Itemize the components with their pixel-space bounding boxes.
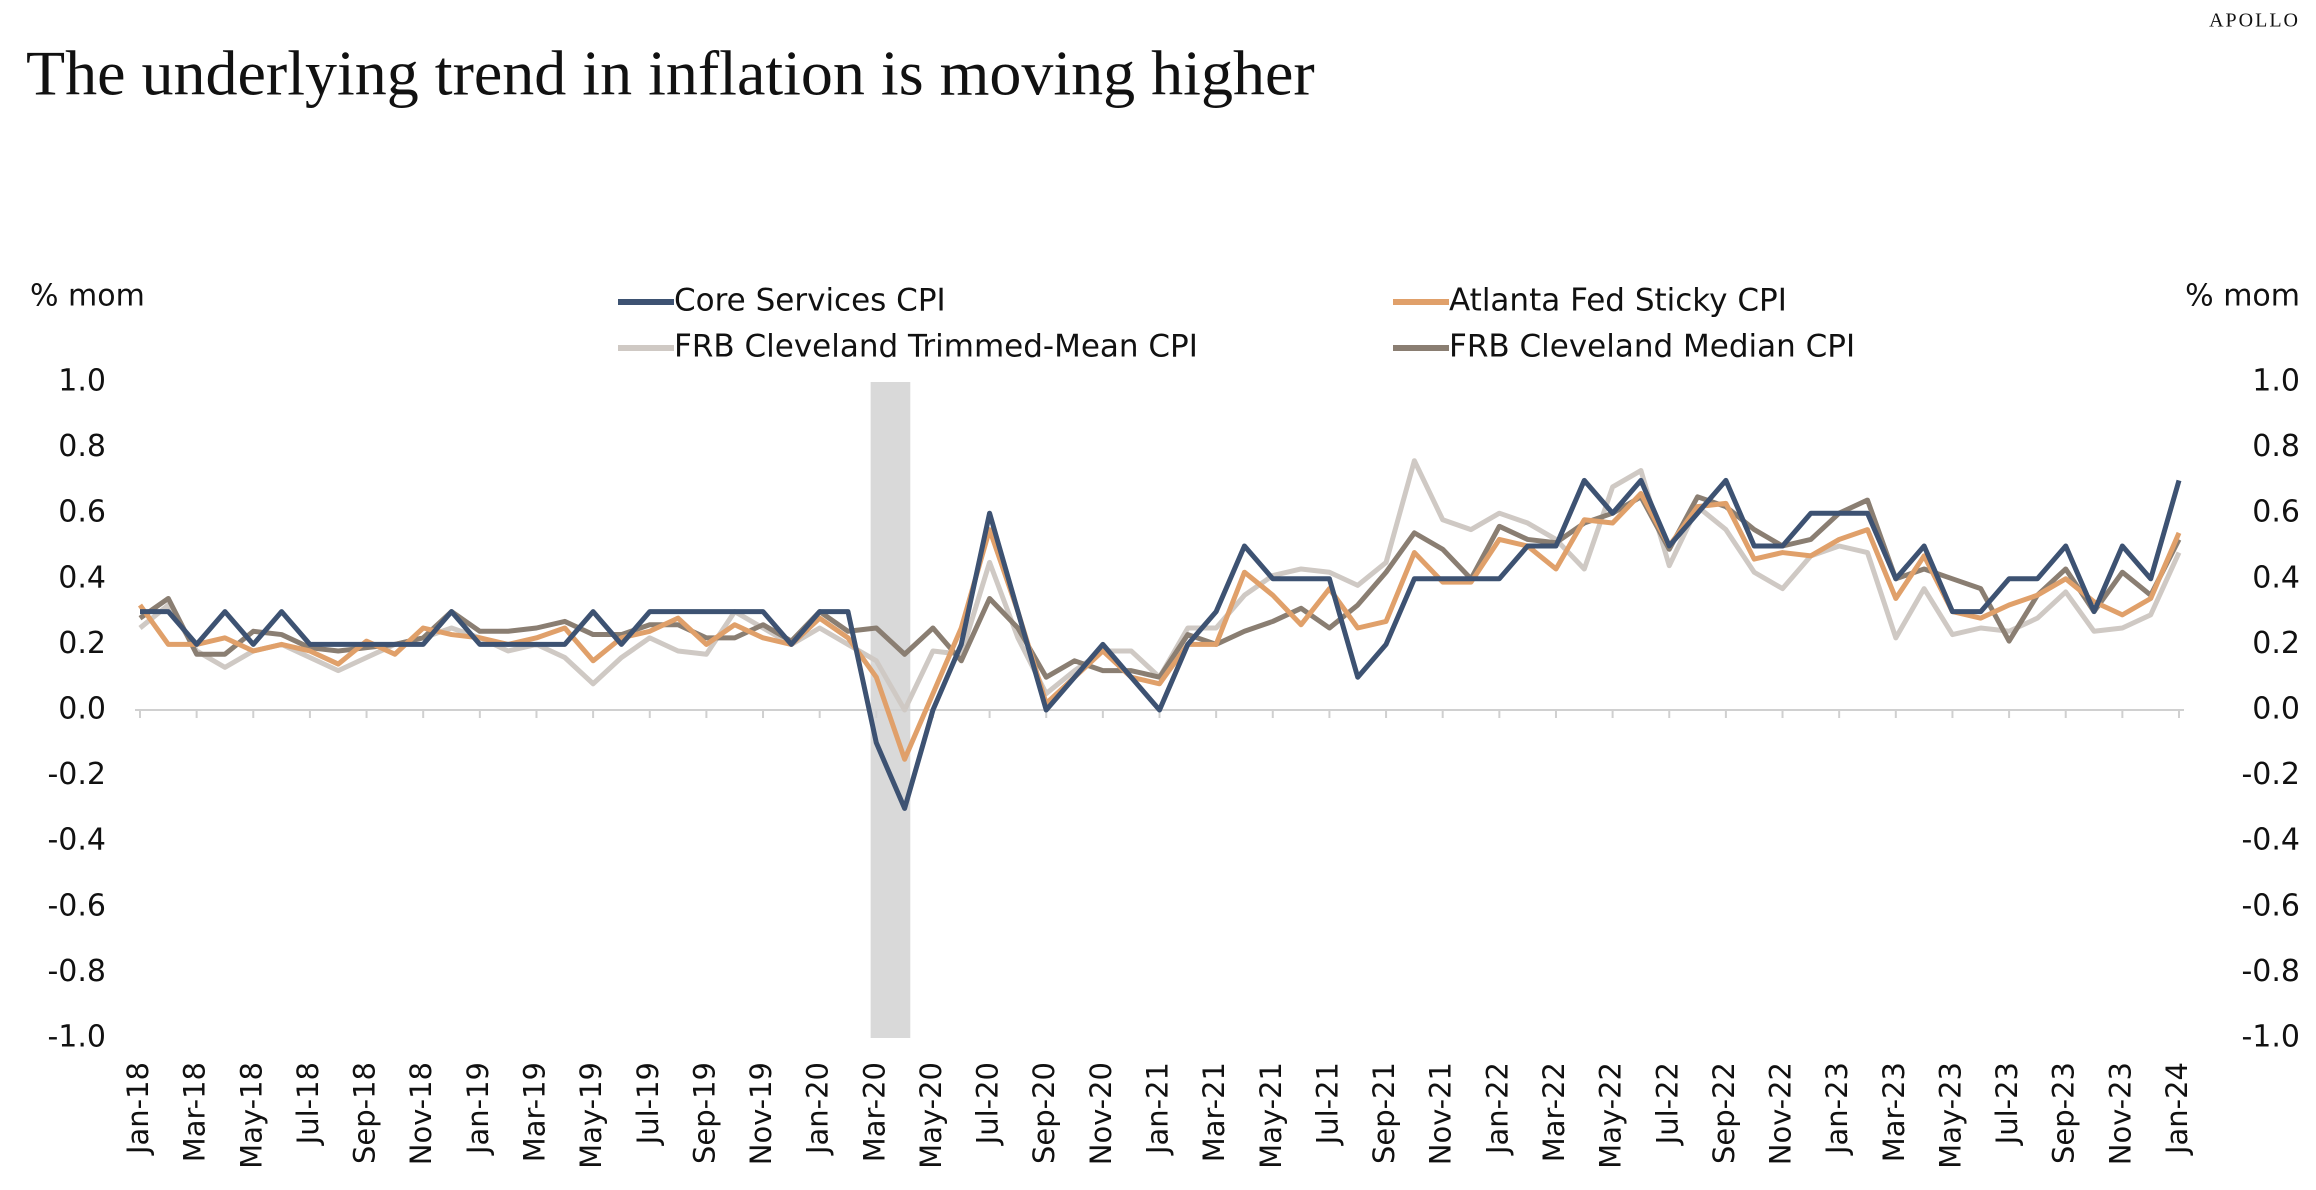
y-axis-label: % mom [30, 279, 145, 314]
x-tick-label: Sep-19 [687, 1062, 721, 1164]
y2-axis-label: % mom [2185, 279, 2300, 314]
y2-tick-label: -0.8 [2241, 954, 2300, 989]
y-tick-label: -1.0 [47, 1020, 106, 1055]
x-tick-label: Nov-20 [1084, 1062, 1118, 1165]
series-line [140, 477, 2182, 811]
x-tick-label: May-19 [574, 1062, 608, 1169]
x-tick-label: May-22 [1594, 1062, 1628, 1169]
y-tick-label: 0.6 [58, 495, 106, 530]
chart-title: The underlying trend in inflation is mov… [26, 38, 1315, 109]
x-tick-label: Jan-21 [1141, 1062, 1175, 1156]
series-line [137, 491, 2182, 762]
x-tick-label: Jan-20 [801, 1062, 835, 1156]
y2-tick-label: -0.6 [2241, 888, 2300, 923]
x-tick-label: Mar-23 [1877, 1062, 1911, 1162]
x-tick-label: May-21 [1254, 1062, 1288, 1169]
y2-tick-label: -0.4 [2241, 823, 2300, 858]
x-tick-label: Jan-24 [2160, 1062, 2194, 1156]
x-tick-label: Nov-18 [404, 1062, 438, 1165]
x-tick-label: Sep-22 [1707, 1062, 1741, 1164]
y2-tick-label: 0.6 [2252, 495, 2300, 530]
x-tick-label: Mar-20 [857, 1062, 891, 1162]
x-tick-label: Nov-23 [2103, 1062, 2137, 1165]
y-tick-label: -0.4 [47, 823, 106, 858]
x-tick-label: Nov-19 [744, 1062, 778, 1165]
y2-tick-label: 0.0 [2252, 692, 2300, 727]
y-tick-label: 0.0 [58, 692, 106, 727]
y2-tick-label: 0.2 [2252, 626, 2300, 661]
x-tick-label: Sep-23 [2047, 1062, 2081, 1164]
y2-tick-label: 0.8 [2252, 429, 2300, 464]
x-tick-label: May-20 [914, 1062, 948, 1169]
y2-tick-label: -0.2 [2241, 757, 2300, 792]
y-tick-label: -0.2 [47, 757, 106, 792]
x-tick-label: May-18 [234, 1062, 268, 1169]
x-tick-label: Jul-20 [971, 1062, 1005, 1146]
x-tick-label: Jul-18 [291, 1062, 325, 1146]
x-tick-label: Jan-19 [461, 1062, 495, 1156]
x-tick-label: Jan-22 [1480, 1062, 1514, 1156]
legend-label: Core Services CPI [674, 283, 946, 319]
brand: APOLLO [2209, 10, 2300, 32]
x-tick-label: Mar-22 [1537, 1062, 1571, 1162]
x-tick-label: Nov-21 [1424, 1062, 1458, 1165]
x-tick-label: Sep-18 [348, 1062, 382, 1164]
x-tick-label: Sep-21 [1367, 1062, 1401, 1164]
x-tick-label: May-23 [1933, 1062, 1967, 1169]
legend-label: Atlanta Fed Sticky CPI [1449, 283, 1787, 319]
legend-label: FRB Cleveland Median CPI [1449, 329, 1855, 365]
x-tick-label: Jul-22 [1650, 1062, 1684, 1146]
y-tick-label: 0.2 [58, 626, 106, 661]
series-line [138, 458, 2182, 713]
x-tick-label: Jul-21 [1310, 1062, 1344, 1146]
legend-label: FRB Cleveland Trimmed-Mean CPI [674, 329, 1198, 365]
y2-tick-label: -1.0 [2241, 1020, 2300, 1055]
y-tick-label: 0.8 [58, 429, 106, 464]
y2-tick-label: 0.4 [2252, 560, 2300, 595]
x-tick-label: Nov-22 [1764, 1062, 1798, 1165]
x-tick-label: Jul-23 [1990, 1062, 2024, 1146]
y-tick-label: 1.0 [58, 364, 106, 399]
x-tick-label: Jan-18 [121, 1062, 155, 1156]
x-tick-label: Sep-20 [1027, 1062, 1061, 1164]
y-tick-label: -0.8 [47, 954, 106, 989]
x-tick-label: Jul-19 [631, 1062, 665, 1146]
y-tick-label: -0.6 [47, 888, 106, 923]
x-tick-label: Jan-23 [1820, 1062, 1854, 1156]
x-tick-label: Mar-19 [517, 1062, 551, 1162]
y-tick-label: 0.4 [58, 560, 106, 595]
y2-tick-label: 1.0 [2252, 364, 2300, 399]
x-tick-label: Mar-21 [1197, 1062, 1231, 1162]
x-tick-label: Mar-18 [178, 1062, 212, 1162]
